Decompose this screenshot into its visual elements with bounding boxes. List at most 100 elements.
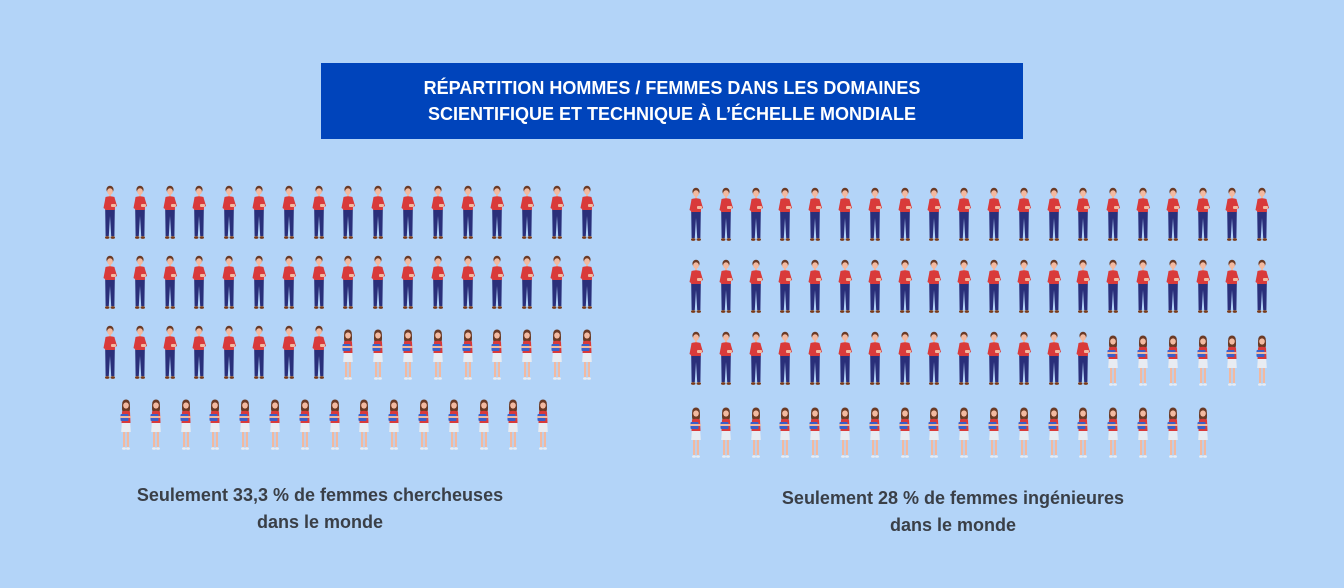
woman-pictogram-icon <box>416 399 432 459</box>
man-pictogram-icon <box>718 331 734 394</box>
man-pictogram-icon <box>1075 187 1091 250</box>
man-pictogram-icon <box>191 255 207 318</box>
woman-pictogram-icon <box>837 407 853 467</box>
woman-pictogram-icon <box>327 399 343 459</box>
title-line-2: SCIENTIFIQUE ET TECHNIQUE À L’ÉCHELLE MO… <box>427 104 917 124</box>
woman-pictogram-icon <box>986 407 1002 467</box>
man-pictogram-icon <box>370 185 386 248</box>
man-pictogram-icon <box>102 185 118 248</box>
man-pictogram-icon <box>311 255 327 318</box>
man-pictogram-icon <box>162 255 178 318</box>
man-pictogram-icon <box>340 255 356 318</box>
man-pictogram-icon <box>102 255 118 318</box>
woman-pictogram-icon <box>1165 335 1181 395</box>
man-pictogram-icon <box>986 187 1002 250</box>
man-pictogram-icon <box>867 259 883 322</box>
man-pictogram-icon <box>1254 187 1270 250</box>
man-pictogram-icon <box>956 331 972 394</box>
man-pictogram-icon <box>311 185 327 248</box>
man-pictogram-icon <box>807 187 823 250</box>
man-pictogram-icon <box>807 331 823 394</box>
woman-pictogram-icon <box>237 399 253 459</box>
researchers-caption: Seulement 33,3 % de femmes chercheuses d… <box>100 482 540 536</box>
woman-pictogram-icon <box>1224 335 1240 395</box>
woman-pictogram-icon <box>1165 407 1181 467</box>
woman-pictogram-icon <box>1105 407 1121 467</box>
man-pictogram-icon <box>102 325 118 388</box>
man-pictogram-icon <box>251 185 267 248</box>
woman-pictogram-icon <box>748 407 764 467</box>
man-pictogram-icon <box>1016 259 1032 322</box>
woman-pictogram-icon <box>118 399 134 459</box>
man-pictogram-icon <box>807 259 823 322</box>
man-pictogram-icon <box>370 255 386 318</box>
man-pictogram-icon <box>718 187 734 250</box>
man-pictogram-icon <box>748 187 764 250</box>
man-pictogram-icon <box>579 255 595 318</box>
man-pictogram-icon <box>688 259 704 322</box>
man-pictogram-icon <box>311 325 327 388</box>
man-pictogram-icon <box>430 255 446 318</box>
woman-pictogram-icon <box>297 399 313 459</box>
man-pictogram-icon <box>1016 187 1032 250</box>
man-pictogram-icon <box>777 331 793 394</box>
man-pictogram-icon <box>777 259 793 322</box>
woman-pictogram-icon <box>1135 407 1151 467</box>
man-pictogram-icon <box>460 185 476 248</box>
man-pictogram-icon <box>897 331 913 394</box>
man-pictogram-icon <box>748 259 764 322</box>
engineers-caption: Seulement 28 % de femmes ingénieures dan… <box>733 485 1173 539</box>
man-pictogram-icon <box>191 325 207 388</box>
man-pictogram-icon <box>1224 259 1240 322</box>
man-pictogram-icon <box>1195 259 1211 322</box>
engineers-caption-line-2: dans le monde <box>889 515 1017 535</box>
woman-pictogram-icon <box>356 399 372 459</box>
man-pictogram-icon <box>926 331 942 394</box>
woman-pictogram-icon <box>897 407 913 467</box>
man-pictogram-icon <box>430 185 446 248</box>
man-pictogram-icon <box>688 331 704 394</box>
man-pictogram-icon <box>1016 331 1032 394</box>
woman-pictogram-icon <box>1135 335 1151 395</box>
man-pictogram-icon <box>221 255 237 318</box>
woman-pictogram-icon <box>519 329 535 389</box>
man-pictogram-icon <box>400 185 416 248</box>
man-pictogram-icon <box>1105 187 1121 250</box>
man-pictogram-icon <box>897 187 913 250</box>
man-pictogram-icon <box>837 259 853 322</box>
woman-pictogram-icon <box>1075 407 1091 467</box>
woman-pictogram-icon <box>505 399 521 459</box>
man-pictogram-icon <box>986 259 1002 322</box>
man-pictogram-icon <box>837 187 853 250</box>
engineers-caption-line-1: Seulement 28 % de femmes ingénieures <box>781 488 1125 508</box>
man-pictogram-icon <box>549 185 565 248</box>
researchers-caption-line-2: dans le monde <box>256 512 384 532</box>
woman-pictogram-icon <box>535 399 551 459</box>
woman-pictogram-icon <box>1105 335 1121 395</box>
man-pictogram-icon <box>1165 259 1181 322</box>
man-pictogram-icon <box>688 187 704 250</box>
man-pictogram-icon <box>489 185 505 248</box>
woman-pictogram-icon <box>446 399 462 459</box>
woman-pictogram-icon <box>956 407 972 467</box>
man-pictogram-icon <box>956 259 972 322</box>
man-pictogram-icon <box>897 259 913 322</box>
researchers-caption-line-1: Seulement 33,3 % de femmes chercheuses <box>136 485 504 505</box>
man-pictogram-icon <box>400 255 416 318</box>
man-pictogram-icon <box>1254 259 1270 322</box>
man-pictogram-icon <box>867 187 883 250</box>
woman-pictogram-icon <box>370 329 386 389</box>
man-pictogram-icon <box>132 325 148 388</box>
woman-pictogram-icon <box>476 399 492 459</box>
woman-pictogram-icon <box>1195 407 1211 467</box>
woman-pictogram-icon <box>207 399 223 459</box>
woman-pictogram-icon <box>867 407 883 467</box>
man-pictogram-icon <box>718 259 734 322</box>
man-pictogram-icon <box>340 185 356 248</box>
man-pictogram-icon <box>519 255 535 318</box>
woman-pictogram-icon <box>579 329 595 389</box>
man-pictogram-icon <box>956 187 972 250</box>
man-pictogram-icon <box>281 325 297 388</box>
man-pictogram-icon <box>519 185 535 248</box>
woman-pictogram-icon <box>926 407 942 467</box>
